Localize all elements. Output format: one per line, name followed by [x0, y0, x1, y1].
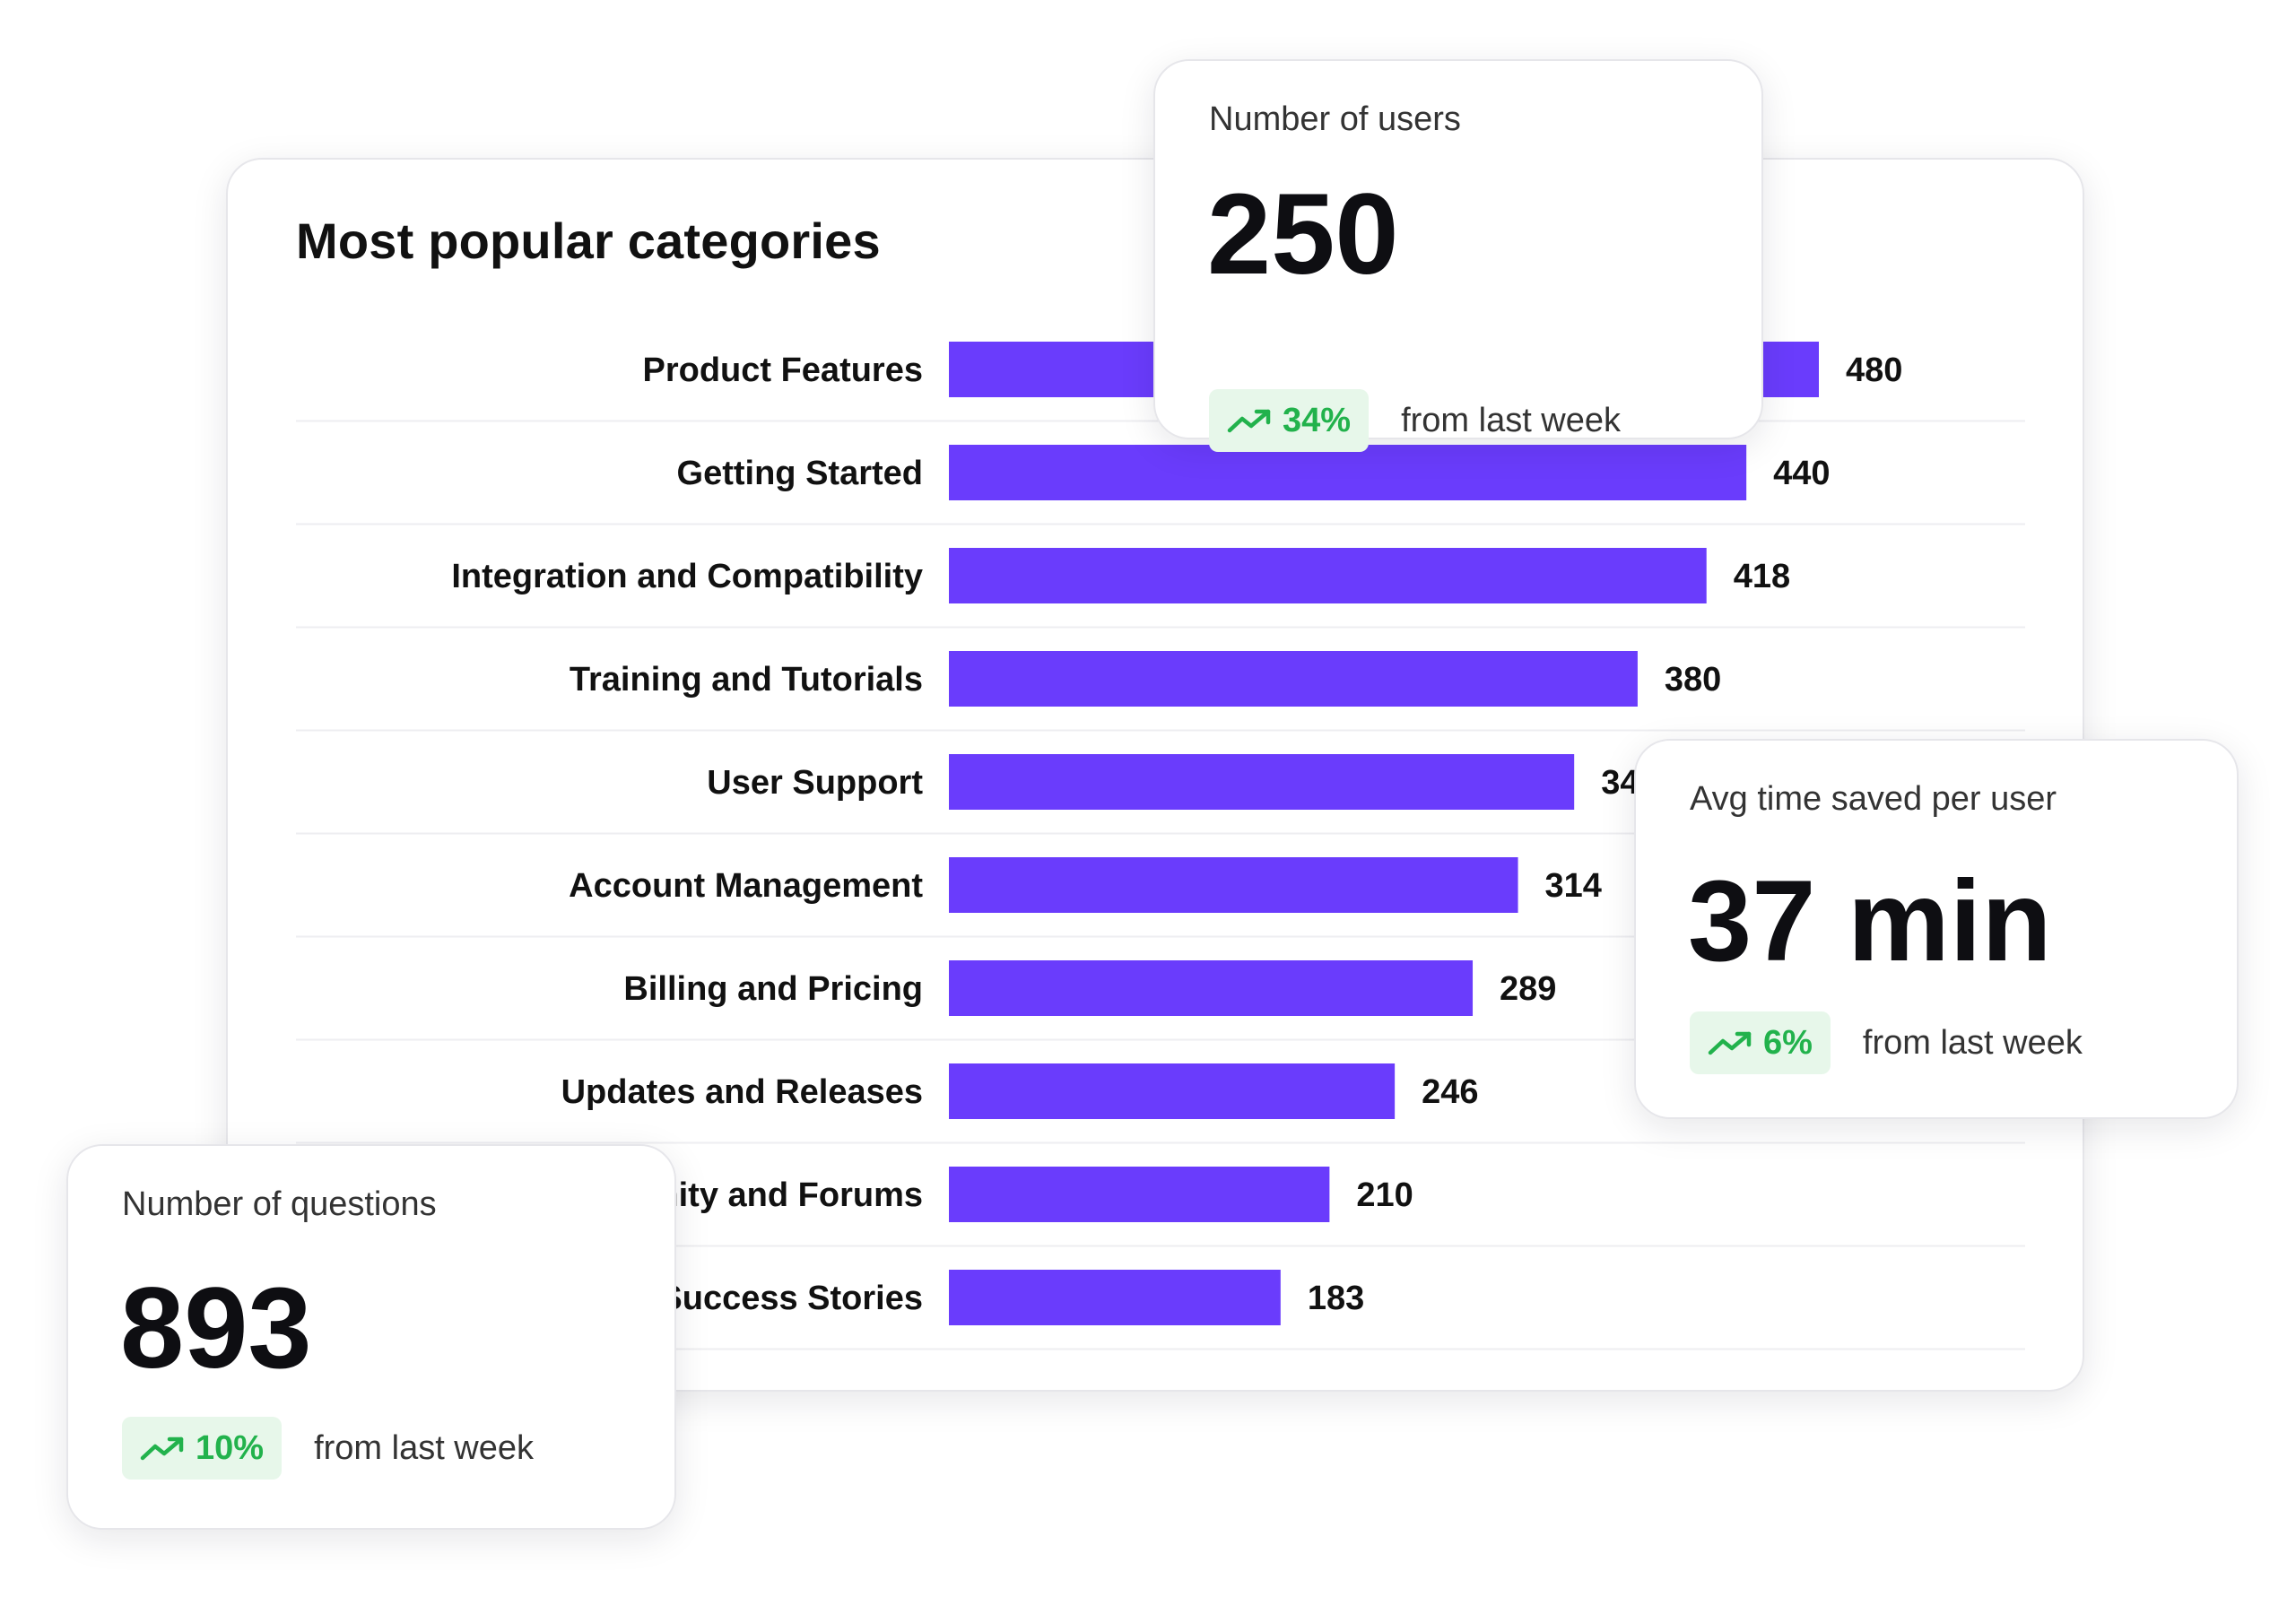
category-label: Training and Tutorials [570, 661, 923, 699]
users-trend: 34% from last week [1209, 389, 1621, 452]
value-label: 380 [1665, 661, 1721, 699]
trending-up-icon [1708, 1031, 1752, 1055]
value-label: 418 [1734, 558, 1790, 595]
bar [949, 1270, 1281, 1325]
value-label: 440 [1773, 455, 1830, 492]
value-label: 246 [1422, 1073, 1478, 1111]
bar [949, 754, 1575, 810]
category-label: Getting Started [677, 455, 923, 492]
users-label: Number of users [1209, 100, 1461, 138]
category-label: Success Stories [659, 1280, 923, 1317]
value-label: 480 [1846, 352, 1902, 389]
users-change: 34% [1283, 401, 1352, 439]
category-label: Account Management [569, 867, 923, 905]
category-label: Integration and Compatibility [451, 558, 923, 595]
value-label: 289 [1500, 970, 1556, 1008]
questions-change-text: from last week [314, 1428, 535, 1467]
users-value: 250 [1207, 170, 1399, 299]
bar [949, 445, 1747, 500]
category-label: Updates and Releases [561, 1073, 923, 1111]
value-label: 183 [1308, 1280, 1364, 1317]
users-change-text: from last week [1401, 401, 1622, 439]
questions-change: 10% [196, 1428, 265, 1467]
questions-stat-card: Number of questions 893 10% from last we… [66, 1144, 676, 1530]
questions-value: 893 [120, 1264, 312, 1393]
category-label: Billing and Pricing [623, 970, 923, 1008]
time-saved-change: 6% [1763, 1023, 1813, 1062]
users-change-badge: 34% [1209, 389, 1370, 452]
questions-change-badge: 10% [122, 1417, 283, 1480]
bar [949, 1063, 1396, 1119]
time-saved-trend: 6% from last week [1690, 1011, 2083, 1074]
users-stat-card: Number of users 250 34% from last week [1153, 59, 1763, 452]
time-saved-stat-card: Avg time saved per user 37 min 6% from l… [1634, 739, 2239, 1119]
time-saved-value: 37 min [1688, 857, 2052, 985]
questions-label: Number of questions [122, 1185, 437, 1223]
bar [949, 857, 1518, 913]
bar [949, 960, 1474, 1016]
bar [949, 651, 1638, 707]
value-label: 314 [1545, 867, 1602, 905]
chart-title: Most popular categories [296, 213, 881, 269]
time-saved-change-text: from last week [1862, 1023, 2083, 1062]
bar [949, 1167, 1330, 1222]
category-label: User Support [707, 764, 923, 802]
questions-trend: 10% from last week [122, 1417, 534, 1480]
trending-up-icon [1227, 409, 1271, 433]
category-label: Product Features [642, 352, 923, 389]
bar [949, 548, 1707, 603]
trending-up-icon [140, 1436, 184, 1461]
value-label: 210 [1356, 1176, 1413, 1214]
time-saved-label: Avg time saved per user [1690, 780, 2057, 818]
time-saved-change-badge: 6% [1690, 1011, 1831, 1074]
